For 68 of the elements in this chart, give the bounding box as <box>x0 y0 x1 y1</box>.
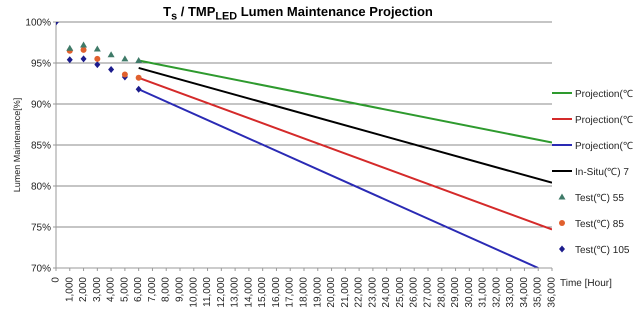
y-tick-label: 80% <box>30 182 52 193</box>
point <box>136 86 142 93</box>
y-axis-title: Lumen Maintenance[%] <box>12 98 22 192</box>
x-tick-label: 33,000 <box>505 276 516 308</box>
x-tick-label: 28,000 <box>436 276 448 308</box>
point <box>80 41 88 48</box>
point <box>121 55 128 62</box>
legend-label: Test(℃) 85 <box>575 218 624 230</box>
x-tick-label: 34,000 <box>518 276 530 308</box>
x-tick-label: 19,000 <box>312 276 324 308</box>
point <box>108 51 115 58</box>
x-tick-label: 12,000 <box>216 276 227 308</box>
x-tick-label: 0 <box>50 276 62 283</box>
x-tick-label: 1,000 <box>64 276 76 302</box>
x-tick-label: 7,000 <box>146 276 158 302</box>
x-tick-label: 23,000 <box>367 276 378 308</box>
point <box>94 46 101 52</box>
x-tick-label: 18,000 <box>298 276 310 308</box>
chart-title: T$_{s}$ / TMP$_{LED}$ Lumen Maintenance Projection <box>163 4 433 23</box>
x-tick-label: 8,000 <box>160 276 172 302</box>
legend-label: Projection(℃ <box>575 140 633 152</box>
x-tick-label: 30,000 <box>464 276 475 308</box>
x-tick-label: 6,000 <box>133 276 144 302</box>
point <box>94 61 100 68</box>
y-tick-label: 90% <box>30 100 52 111</box>
x-tick-label: 3,000 <box>92 276 103 302</box>
legend-label: Projection(℃ <box>575 114 633 126</box>
x-tick-label: 26,000 <box>408 276 420 308</box>
legend-label: Test(℃) 105 <box>575 244 630 256</box>
x-tick-label: 13,000 <box>230 276 241 308</box>
point <box>94 56 100 62</box>
legend-label: In-Situ(℃) 7 <box>575 166 629 178</box>
x-tick-label: 15,000 <box>257 276 268 308</box>
x-tick-label: 16,000 <box>270 276 282 308</box>
x-tick-label: 36,000 <box>546 276 558 308</box>
x-tick-label: 20,000 <box>326 276 338 308</box>
x-tick-label: 9,000 <box>174 276 186 302</box>
x-tick-label: 14,000 <box>243 276 254 308</box>
point <box>66 44 74 51</box>
x-tick-label: 2,000 <box>78 276 90 302</box>
x-tick-label: 35,000 <box>532 276 544 308</box>
point <box>80 55 87 62</box>
point <box>66 56 73 64</box>
point <box>122 71 128 78</box>
x-tick-label: 22,000 <box>354 276 365 308</box>
y-tick-label: 75% <box>30 222 52 234</box>
point <box>135 57 142 64</box>
x-tick-label: 31,000 <box>478 276 489 308</box>
x-tick-label: 21,000 <box>340 276 351 308</box>
x-tick-label: 27,000 <box>422 276 434 308</box>
point <box>108 66 114 74</box>
x-tick-label: 5,000 <box>119 276 130 302</box>
y-tick-label: 95% <box>30 58 52 70</box>
x-axis-title: Time [Hour] <box>560 278 612 289</box>
x-tick-label: 17,000 <box>284 276 296 308</box>
x-tick-label: 32,000 <box>491 276 502 308</box>
x-tick-label: 4,000 <box>106 276 117 302</box>
legend-label: Test(℃) 55 <box>575 192 624 204</box>
x-tick-label: 25,000 <box>394 276 406 308</box>
x-tick-label: 24,000 <box>381 276 392 308</box>
x-tick-label: 11,000 <box>202 276 214 307</box>
point <box>136 74 142 81</box>
y-tick-label: 70% <box>30 264 52 275</box>
y-tick-label: 85% <box>30 140 52 152</box>
x-tick-label: 10,000 <box>188 276 200 308</box>
x-tick-label: 29,000 <box>450 276 462 308</box>
legend-label: Projection(℃ <box>575 88 633 100</box>
y-tick-label: 100% <box>25 18 52 29</box>
